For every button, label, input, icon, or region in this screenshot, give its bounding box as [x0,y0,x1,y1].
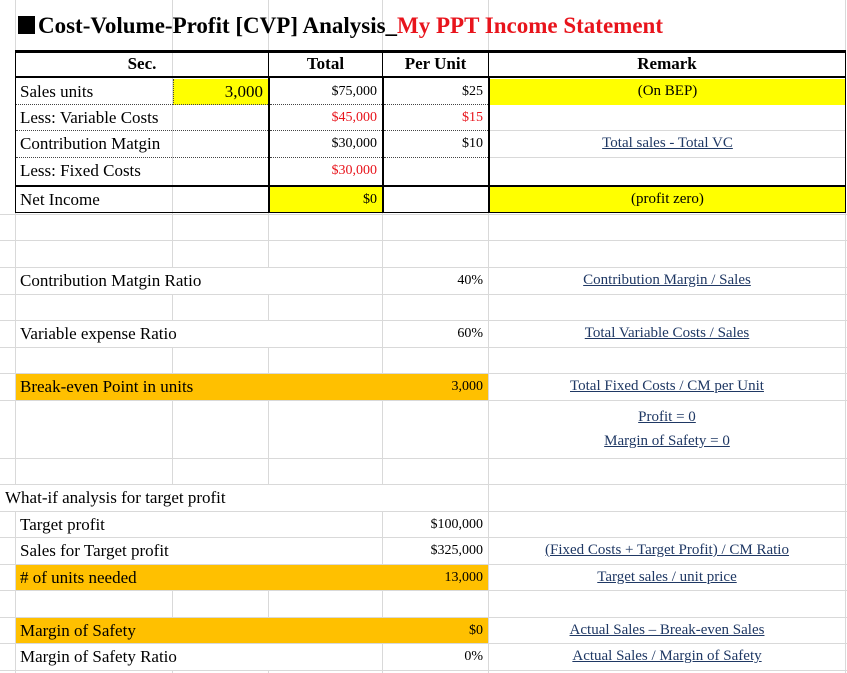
mos-label: Margin of Safety [16,618,488,643]
bep-remark-link[interactable]: Total Fixed Costs / CM per Unit [570,378,764,394]
contribution-margin-total: $30,000 [270,131,382,158]
contribution-margin-label: Contribution Matgin [16,131,268,158]
whatif-heading: What-if analysis for target profit [0,485,488,511]
border-line [382,77,384,213]
header-sec: Sec. [15,52,269,77]
sales-units-input[interactable]: 3,000 [173,79,268,105]
title-underline [15,50,846,52]
units-needed-label: # of units needed [16,565,488,590]
header-per-unit: Per Unit [382,52,489,77]
title-highlight: My PPT Income Statement [397,13,663,38]
gridline [0,617,847,618]
gridline [0,320,847,321]
income-statement-border [15,77,846,213]
gridline [0,294,847,295]
sales-target-remark-link[interactable]: (Fixed Costs + Target Profit) / CM Ratio [545,542,789,558]
net-income-total: $0 [270,187,382,212]
gridline [0,240,847,241]
sales-target-label: Sales for Target profit [16,538,381,564]
variable-costs-per-unit: $15 [384,105,488,131]
mos-remark-link[interactable]: Actual Sales – Break-even Sales [569,622,765,638]
ve-ratio-label: Variable expense Ratio [16,321,381,347]
gridline [0,400,847,401]
units-needed-value: 13,000 [444,570,484,585]
sales-per-unit: $25 [384,79,488,105]
gridline [0,373,847,374]
gridline [845,0,846,673]
header-remark: Remark [488,52,846,77]
gridline [0,458,847,459]
target-profit-value[interactable]: $100,000 [383,512,488,537]
border-line [268,77,270,213]
variable-costs-label: Less: Variable Costs [16,105,268,131]
sales-target-value: $325,000 [383,538,488,564]
mos-ratio-remark-link[interactable]: Actual Sales / Margin of Safety [572,648,762,664]
contribution-margin-remark-link[interactable]: Total sales - Total VC [602,135,733,151]
gridline [15,0,16,673]
title-main: Cost-Volume-Profit [CVP] Analysis_ [38,13,398,38]
gridline [0,484,847,485]
units-needed-remark-link[interactable]: Target sales / unit price [597,569,737,585]
gridline [0,564,847,565]
gridline [0,347,847,348]
variable-costs-total: $45,000 [270,105,382,131]
bep-label: Break-even Point in units [16,374,488,400]
net-income-label: Net Income [20,190,100,209]
mos-ratio-value: 0% [383,644,488,670]
border-line [15,185,846,187]
sales-units-label: Sales units [16,79,173,105]
contribution-margin-remark: Total sales - Total VC [490,131,845,158]
bep-value: 3,000 [451,379,484,394]
gridline [0,511,847,512]
sales-target-remark: (Fixed Costs + Target Profit) / CM Ratio [489,538,845,564]
ve-ratio-remark-link[interactable]: Total Variable Costs / Sales [584,325,750,341]
contribution-margin-per-unit: $10 [384,131,488,158]
units-needed-remark: Target sales / unit price [489,565,845,590]
gridline [382,0,383,673]
fixed-costs-total: $30,000 [331,163,378,178]
cm-ratio-remark: Contribution Margin / Sales [489,268,845,294]
ve-ratio-remark: Total Variable Costs / Sales [489,321,845,347]
bep-note-profit: Profit = 0 [489,405,845,429]
border-line [488,77,490,213]
bep-note-mos-link[interactable]: Margin of Safety = 0 [604,433,730,449]
title-square-icon [18,16,35,34]
bep-note-mos: Margin of Safety = 0 [489,429,845,453]
net-income-remark: (profit zero) [490,187,845,212]
sheet-title: Cost-Volume-Profit [CVP] Analysis_My PPT… [18,13,663,39]
cm-ratio-value: 40% [383,268,488,294]
target-profit-label: Target profit [16,512,381,537]
cm-ratio-label: Contribution Matgin Ratio [16,268,381,294]
bep-note-profit-link[interactable]: Profit = 0 [638,409,696,425]
sales-remark: (On BEP) [490,79,845,105]
gridline [0,537,847,538]
cm-ratio-remark-link[interactable]: Contribution Margin / Sales [583,272,751,288]
sales-total: $75,000 [270,79,382,105]
mos-remark: Actual Sales – Break-even Sales [489,618,845,643]
fixed-costs-label: Less: Fixed Costs [20,161,141,180]
remark-empty [490,105,845,131]
gridline [0,590,847,591]
gridline [0,214,847,215]
mos-value: $0 [469,623,483,638]
gridline [0,267,847,268]
bep-remark: Total Fixed Costs / CM per Unit [489,374,845,400]
ve-ratio-value: 60% [383,321,488,347]
gridline [0,643,847,644]
header-total: Total [268,52,383,77]
gridline [488,0,489,673]
mos-ratio-remark: Actual Sales / Margin of Safety [489,644,845,670]
gridline [0,670,847,671]
mos-ratio-label: Margin of Safety Ratio [16,644,381,670]
